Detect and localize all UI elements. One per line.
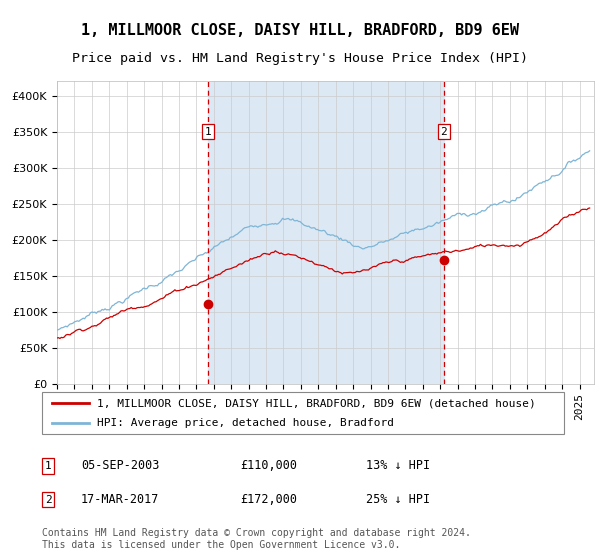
Text: £172,000: £172,000 — [240, 493, 297, 506]
Text: 25% ↓ HPI: 25% ↓ HPI — [366, 493, 430, 506]
Text: 1, MILLMOOR CLOSE, DAISY HILL, BRADFORD, BD9 6EW: 1, MILLMOOR CLOSE, DAISY HILL, BRADFORD,… — [81, 24, 519, 38]
Text: 1, MILLMOOR CLOSE, DAISY HILL, BRADFORD, BD9 6EW (detached house): 1, MILLMOOR CLOSE, DAISY HILL, BRADFORD,… — [97, 398, 536, 408]
Text: 17-MAR-2017: 17-MAR-2017 — [81, 493, 160, 506]
Text: 13% ↓ HPI: 13% ↓ HPI — [366, 459, 430, 473]
Text: Contains HM Land Registry data © Crown copyright and database right 2024.
This d: Contains HM Land Registry data © Crown c… — [42, 528, 471, 550]
Text: HPI: Average price, detached house, Bradford: HPI: Average price, detached house, Brad… — [97, 418, 394, 428]
Text: 1: 1 — [205, 127, 211, 137]
Text: 2: 2 — [440, 127, 447, 137]
Text: 2: 2 — [44, 494, 52, 505]
Text: £110,000: £110,000 — [240, 459, 297, 473]
Text: 1: 1 — [44, 461, 52, 471]
Bar — [208, 81, 444, 384]
Text: 05-SEP-2003: 05-SEP-2003 — [81, 459, 160, 473]
FancyBboxPatch shape — [42, 392, 564, 434]
Text: Price paid vs. HM Land Registry's House Price Index (HPI): Price paid vs. HM Land Registry's House … — [72, 52, 528, 66]
